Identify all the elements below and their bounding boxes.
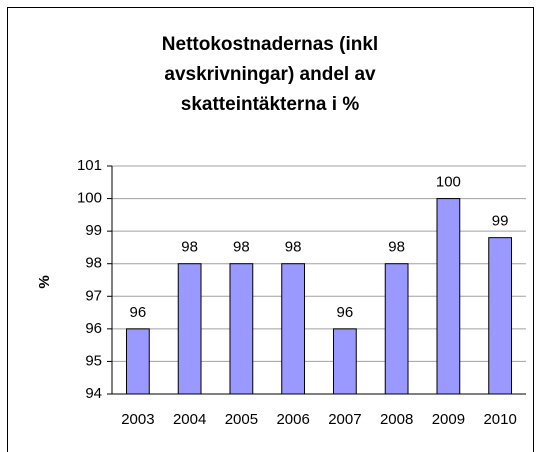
y-tick-label: 97 (85, 287, 102, 304)
y-tick-label: 98 (85, 255, 102, 272)
data-label: 98 (285, 239, 302, 256)
y-tick-label: 95 (85, 352, 102, 369)
x-tick-label: 2007 (328, 411, 361, 428)
bar (384, 263, 409, 395)
y-tick-label: 94 (85, 385, 102, 402)
bar (488, 237, 513, 395)
data-label: 96 (130, 304, 147, 321)
bar (177, 263, 202, 395)
data-label: 99 (492, 213, 509, 230)
data-label: 96 (337, 304, 354, 321)
y-tick-label: 100 (77, 190, 102, 207)
x-tick-label: 2006 (276, 411, 309, 428)
data-label: 100 (436, 174, 461, 191)
bar (229, 263, 254, 395)
chart-title: skatteintäkterna i % (181, 94, 360, 115)
data-label: 98 (181, 239, 198, 256)
y-axis-label: % (36, 275, 53, 288)
y-tick-label: 96 (85, 320, 102, 337)
y-tick-label: 99 (85, 222, 102, 239)
x-tick-label: 2010 (483, 411, 516, 428)
chart-title: avskrivningar) andel av (164, 64, 376, 85)
bar (281, 263, 306, 395)
x-tick-label: 2003 (121, 411, 154, 428)
data-label: 98 (233, 239, 250, 256)
bar (125, 328, 150, 395)
bar (332, 328, 357, 395)
chart-title: Nettokostnadernas (inkl (162, 34, 378, 55)
x-tick-label: 2009 (432, 411, 465, 428)
x-tick-label: 2008 (380, 411, 413, 428)
bar (436, 198, 461, 395)
y-tick-label: 101 (77, 157, 102, 174)
x-tick-label: 2005 (225, 411, 258, 428)
x-tick-label: 2004 (173, 411, 206, 428)
data-label: 98 (388, 239, 405, 256)
